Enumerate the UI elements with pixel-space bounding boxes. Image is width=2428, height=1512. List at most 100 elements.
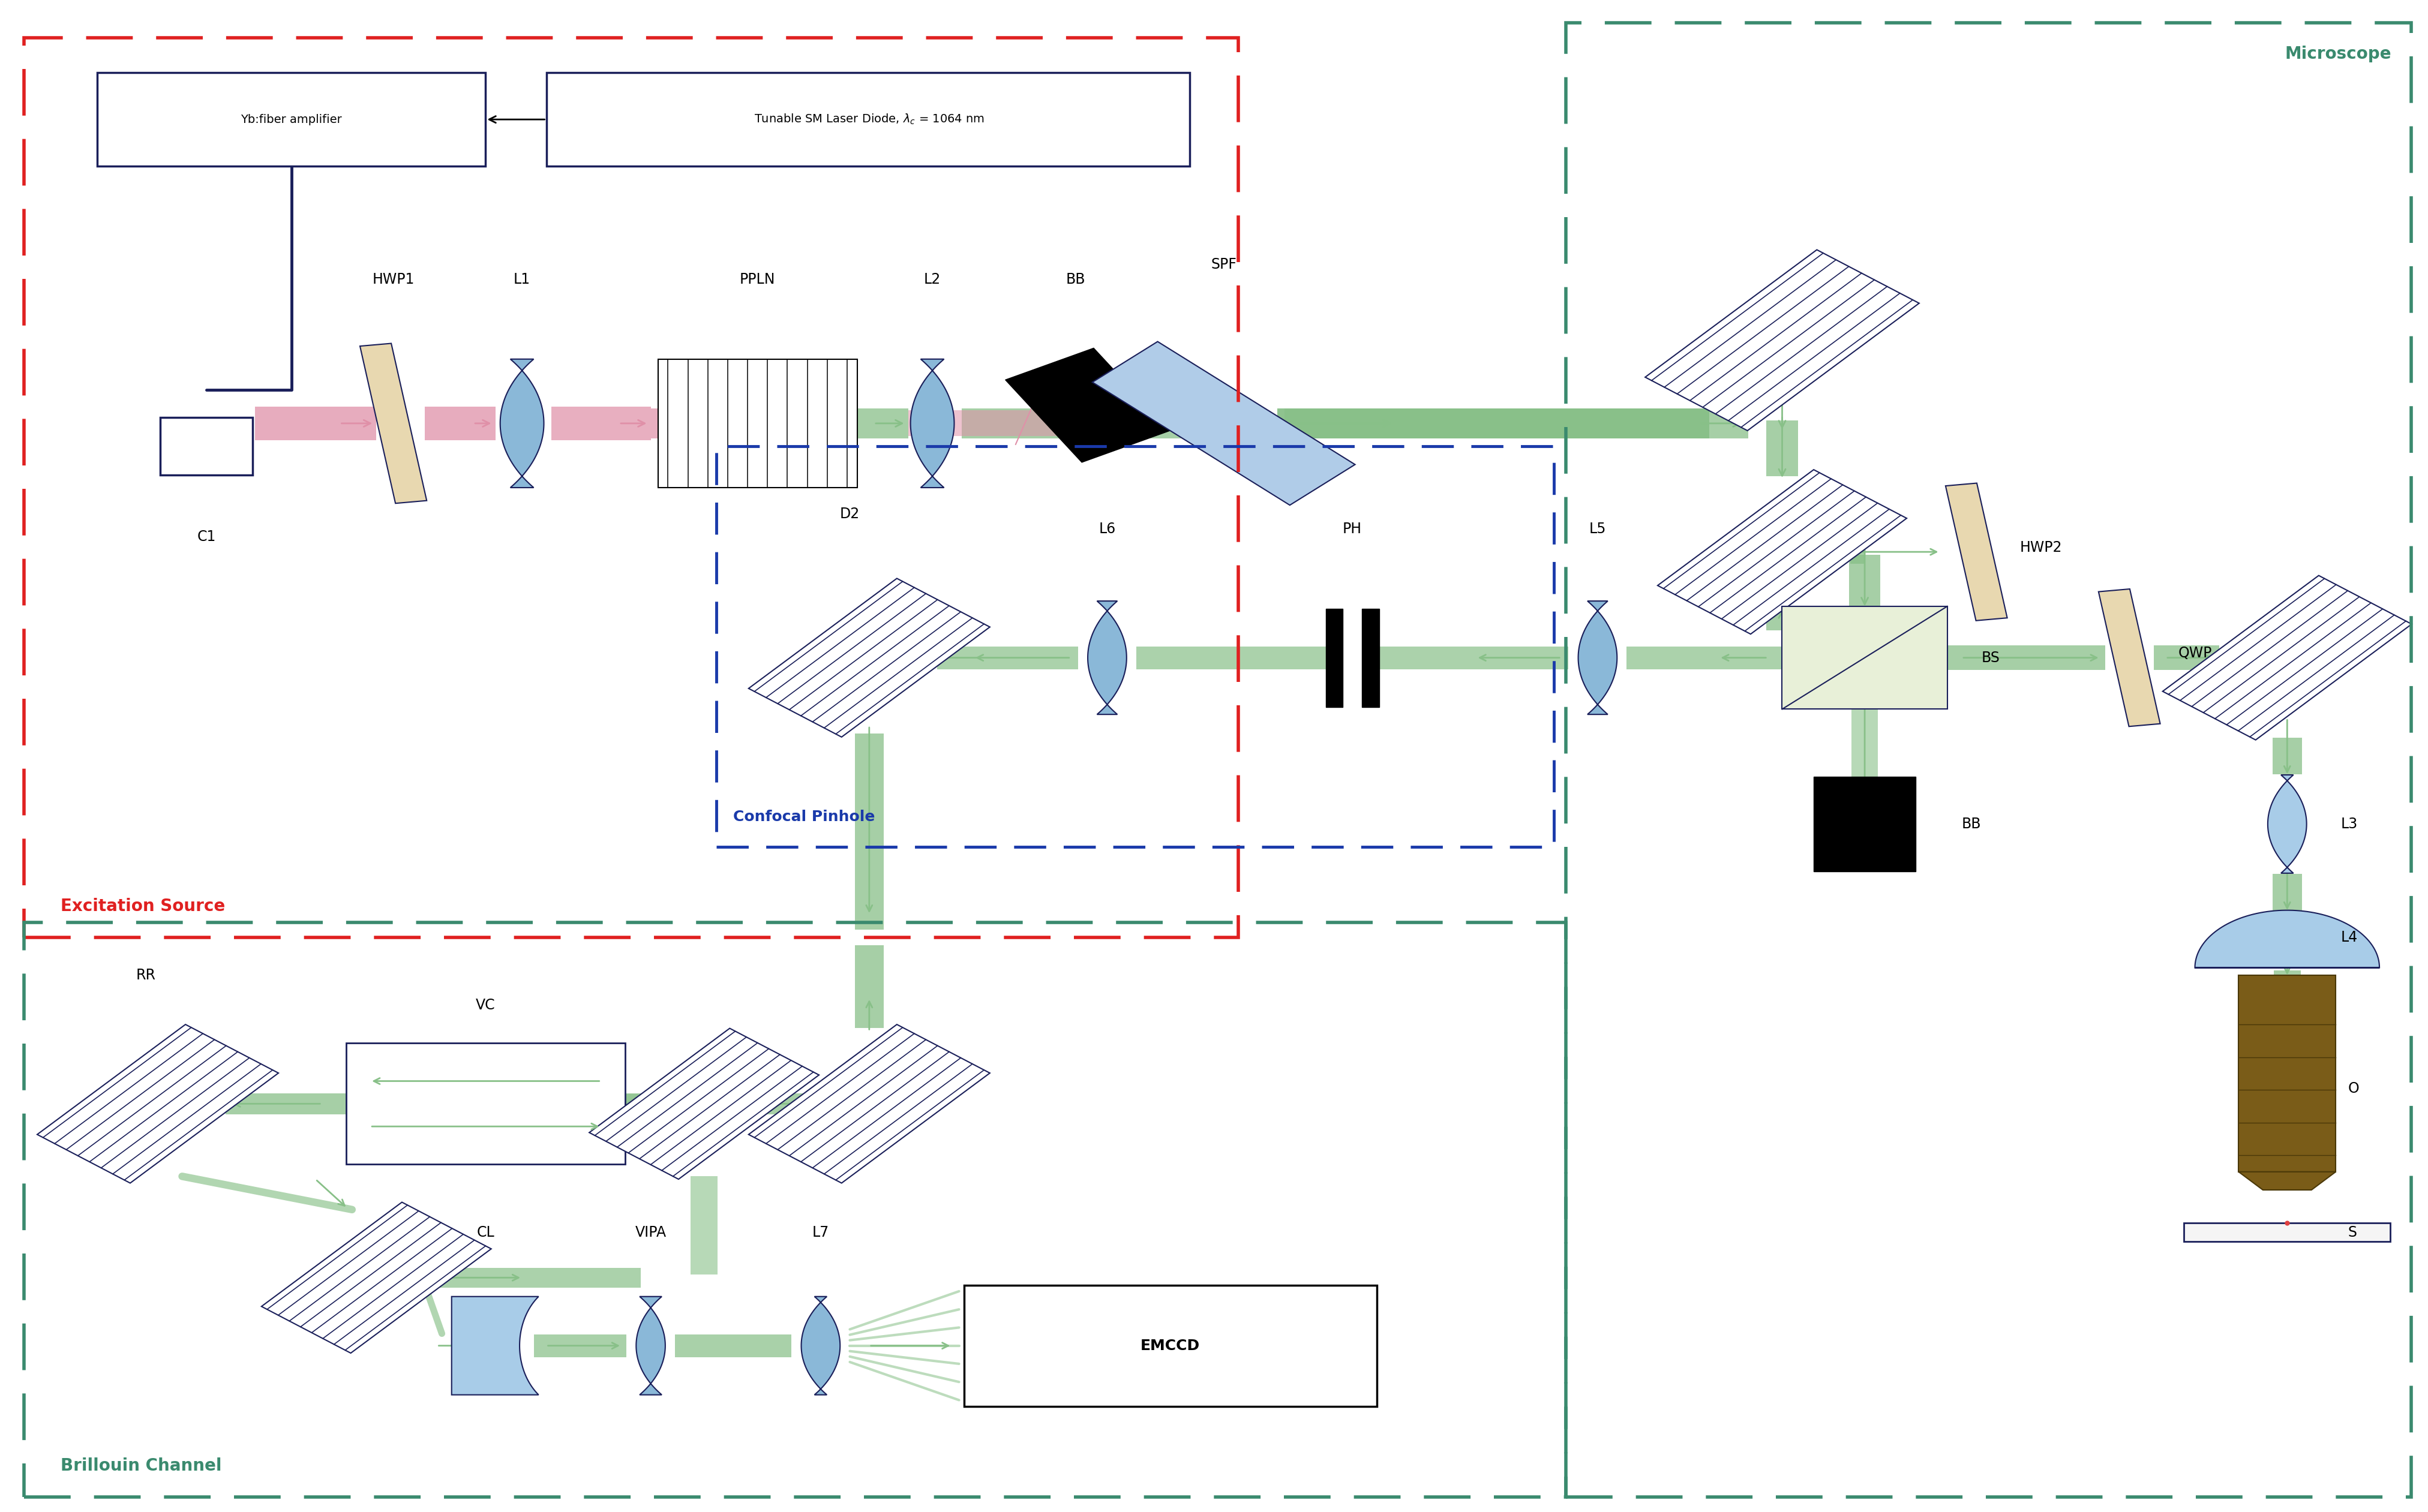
Text: PH: PH bbox=[1343, 522, 1362, 537]
Text: VC: VC bbox=[476, 998, 495, 1013]
FancyBboxPatch shape bbox=[1768, 606, 1797, 631]
Polygon shape bbox=[1093, 342, 1355, 505]
Bar bbox=[1782, 606, 1947, 709]
Polygon shape bbox=[36, 1025, 279, 1182]
Polygon shape bbox=[748, 1025, 991, 1182]
Text: L4: L4 bbox=[2341, 930, 2358, 945]
FancyBboxPatch shape bbox=[908, 410, 1068, 435]
Polygon shape bbox=[1005, 348, 1170, 463]
Text: Confocal Pinhole: Confocal Pinhole bbox=[733, 809, 874, 824]
FancyBboxPatch shape bbox=[1277, 408, 1709, 438]
Bar bbox=[2185, 1223, 2389, 1241]
FancyBboxPatch shape bbox=[1850, 540, 1865, 564]
Text: L3: L3 bbox=[2341, 816, 2358, 832]
FancyBboxPatch shape bbox=[1284, 408, 1748, 438]
FancyBboxPatch shape bbox=[226, 1093, 347, 1114]
Polygon shape bbox=[1646, 249, 1918, 431]
FancyBboxPatch shape bbox=[437, 1267, 641, 1288]
Polygon shape bbox=[2098, 590, 2161, 726]
Text: D2: D2 bbox=[840, 507, 860, 522]
Text: C1: C1 bbox=[197, 529, 216, 544]
FancyBboxPatch shape bbox=[425, 407, 495, 440]
FancyBboxPatch shape bbox=[937, 647, 1078, 668]
Polygon shape bbox=[1945, 484, 2008, 620]
Polygon shape bbox=[262, 1202, 490, 1353]
Polygon shape bbox=[748, 579, 991, 736]
Polygon shape bbox=[590, 1028, 818, 1179]
FancyBboxPatch shape bbox=[855, 945, 884, 1028]
Polygon shape bbox=[2268, 774, 2307, 874]
Text: CL: CL bbox=[476, 1225, 495, 1240]
Polygon shape bbox=[2163, 576, 2411, 739]
Bar bbox=[1326, 609, 1343, 708]
Text: VIPA: VIPA bbox=[636, 1225, 665, 1240]
Bar bbox=[1362, 609, 1379, 708]
FancyBboxPatch shape bbox=[1136, 647, 1328, 668]
FancyBboxPatch shape bbox=[1377, 647, 1568, 668]
Text: Microscope: Microscope bbox=[2285, 45, 2392, 62]
FancyBboxPatch shape bbox=[1148, 408, 1209, 438]
FancyBboxPatch shape bbox=[2273, 971, 2302, 975]
FancyBboxPatch shape bbox=[1768, 420, 1797, 428]
FancyBboxPatch shape bbox=[347, 1043, 626, 1164]
Text: BB: BB bbox=[1962, 816, 1981, 832]
FancyBboxPatch shape bbox=[675, 1334, 792, 1358]
FancyBboxPatch shape bbox=[2154, 646, 2219, 670]
FancyBboxPatch shape bbox=[551, 407, 651, 440]
Text: PPLN: PPLN bbox=[741, 272, 775, 287]
FancyBboxPatch shape bbox=[1853, 709, 1879, 794]
Polygon shape bbox=[452, 1296, 539, 1394]
Polygon shape bbox=[801, 1296, 840, 1394]
FancyBboxPatch shape bbox=[1768, 428, 1797, 476]
Text: RR: RR bbox=[136, 968, 155, 983]
Text: HWP2: HWP2 bbox=[2020, 540, 2061, 555]
FancyBboxPatch shape bbox=[2273, 738, 2302, 774]
Text: Excitation Source: Excitation Source bbox=[61, 898, 226, 915]
Text: SPF: SPF bbox=[1212, 257, 1236, 272]
FancyBboxPatch shape bbox=[961, 408, 1078, 438]
Polygon shape bbox=[911, 360, 954, 487]
Bar bbox=[160, 417, 253, 475]
Bar bbox=[2239, 975, 2336, 1172]
Polygon shape bbox=[500, 360, 544, 487]
FancyBboxPatch shape bbox=[1782, 540, 1845, 564]
Text: L5: L5 bbox=[1588, 522, 1607, 537]
FancyBboxPatch shape bbox=[857, 408, 908, 438]
FancyBboxPatch shape bbox=[626, 1093, 804, 1114]
FancyBboxPatch shape bbox=[1627, 647, 1782, 668]
Text: S: S bbox=[2348, 1225, 2358, 1240]
Text: HWP1: HWP1 bbox=[371, 272, 415, 287]
Text: BB: BB bbox=[1066, 272, 1085, 287]
Polygon shape bbox=[1088, 602, 1127, 715]
FancyBboxPatch shape bbox=[626, 1095, 639, 1113]
FancyBboxPatch shape bbox=[964, 1285, 1377, 1406]
Text: EMCCD: EMCCD bbox=[1141, 1338, 1199, 1353]
Polygon shape bbox=[1658, 470, 1906, 634]
Text: O: O bbox=[2348, 1081, 2360, 1096]
Text: BS: BS bbox=[1981, 650, 2001, 665]
FancyBboxPatch shape bbox=[534, 1334, 626, 1358]
Text: L6: L6 bbox=[1100, 522, 1114, 537]
Text: QWP: QWP bbox=[2178, 646, 2212, 661]
FancyBboxPatch shape bbox=[1277, 408, 1709, 438]
FancyBboxPatch shape bbox=[690, 1176, 719, 1275]
Polygon shape bbox=[1578, 602, 1617, 715]
FancyBboxPatch shape bbox=[1850, 555, 1882, 606]
FancyBboxPatch shape bbox=[255, 407, 376, 440]
FancyBboxPatch shape bbox=[855, 733, 884, 930]
Polygon shape bbox=[1814, 777, 1916, 871]
Text: L7: L7 bbox=[813, 1225, 828, 1240]
Polygon shape bbox=[2239, 1172, 2336, 1190]
Text: L2: L2 bbox=[925, 272, 940, 287]
Text: L1: L1 bbox=[515, 272, 529, 287]
Polygon shape bbox=[636, 1296, 665, 1394]
FancyBboxPatch shape bbox=[546, 73, 1190, 166]
FancyBboxPatch shape bbox=[651, 408, 658, 438]
FancyBboxPatch shape bbox=[2273, 874, 2302, 910]
Polygon shape bbox=[2195, 910, 2379, 968]
FancyBboxPatch shape bbox=[1947, 646, 2105, 670]
FancyBboxPatch shape bbox=[97, 73, 486, 166]
Text: Yb:fiber amplifier: Yb:fiber amplifier bbox=[240, 113, 342, 125]
Text: Brillouin Channel: Brillouin Channel bbox=[61, 1458, 221, 1474]
Polygon shape bbox=[359, 343, 427, 503]
